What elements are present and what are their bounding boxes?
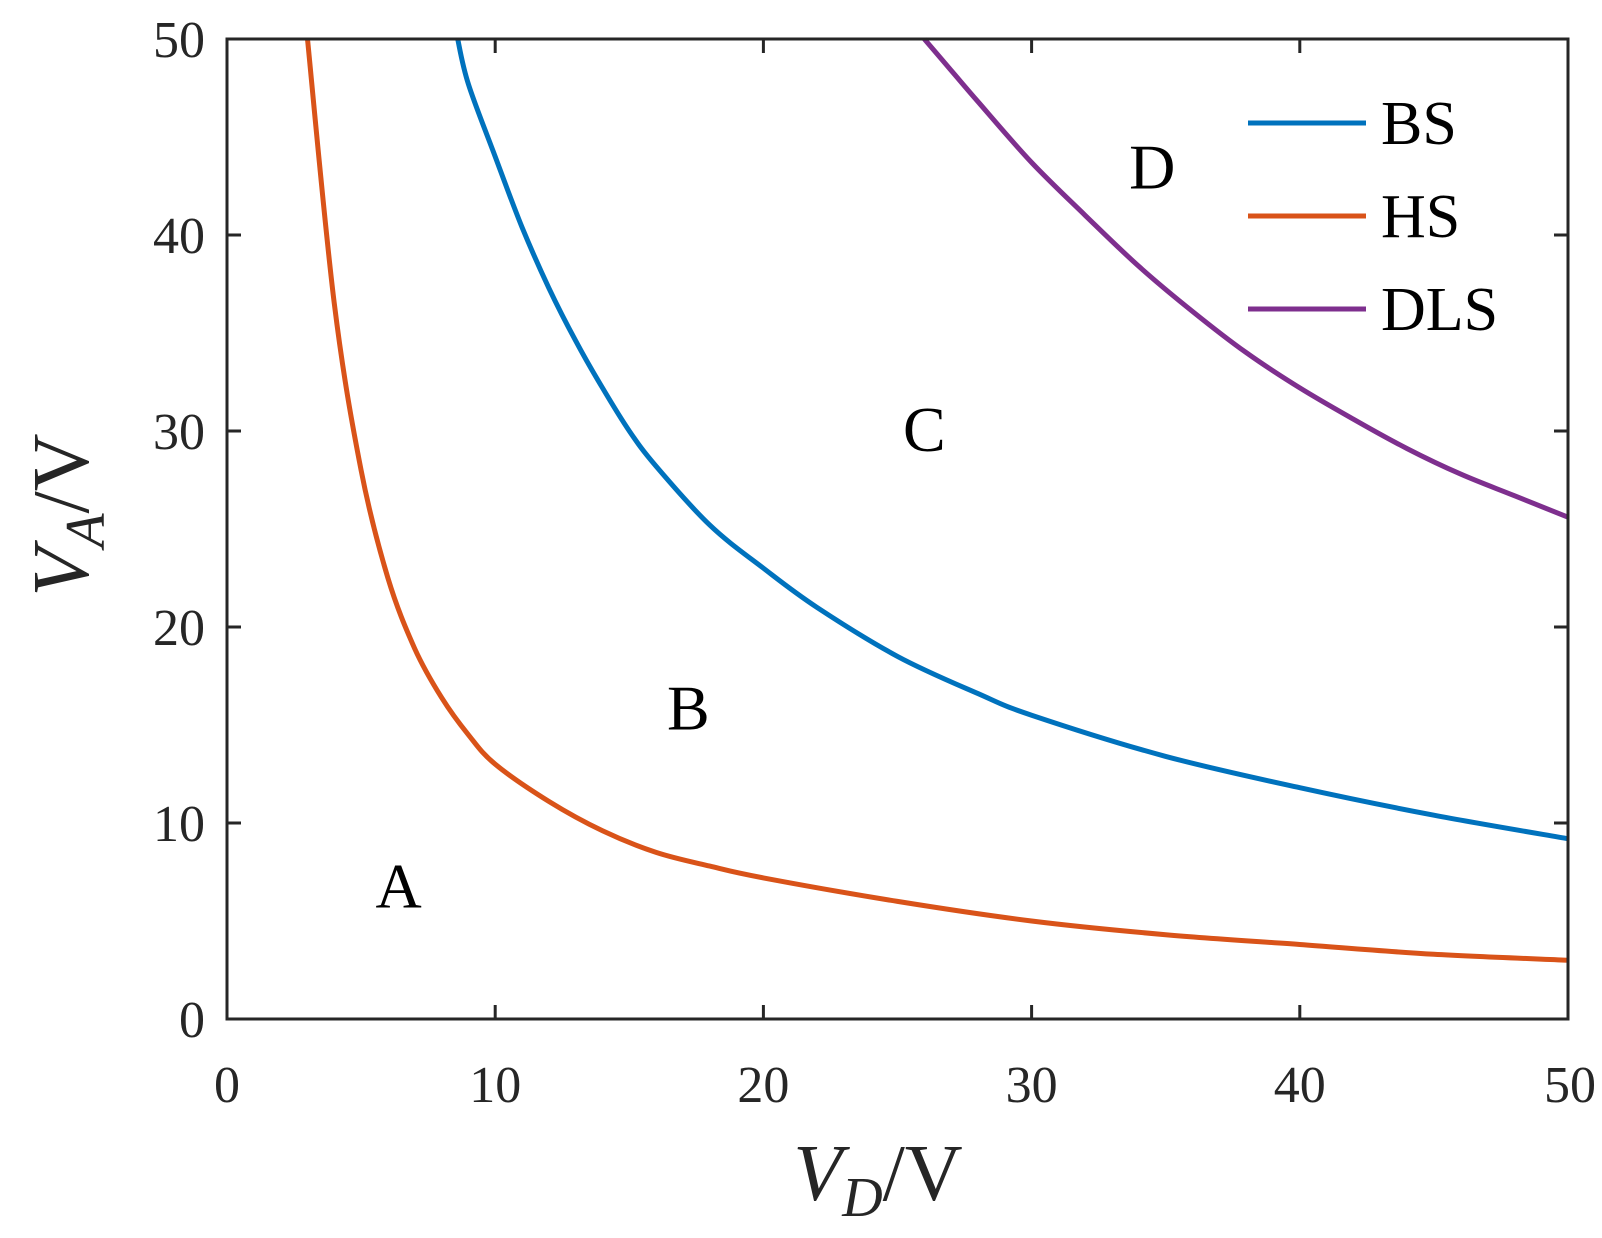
y-tick-label: 30 (153, 404, 205, 461)
x-axis-var: V (793, 1130, 850, 1218)
y-tick-label: 40 (153, 208, 205, 265)
series-line-bs (455, 38, 1569, 842)
legend-label-bs: BS (1381, 90, 1457, 158)
series-line-hs (305, 38, 1569, 963)
region-label-d: D (1129, 131, 1175, 202)
x-axis-sub: D (841, 1167, 882, 1229)
legend-label-hs: HS (1381, 183, 1460, 251)
axis-ticks (225, 37, 1570, 1021)
region-label-c: C (903, 394, 946, 465)
region-label-a: A (376, 851, 422, 922)
y-axis-sub: A (55, 513, 117, 552)
x-tick-label: 40 (1274, 1057, 1326, 1114)
x-tick-label: 0 (214, 1057, 240, 1114)
x-axis-unit: /V (883, 1130, 963, 1218)
region-labels: A B C D (376, 131, 1176, 921)
x-tick-label: 10 (469, 1057, 521, 1114)
y-tick-label: 20 (153, 600, 205, 657)
x-tick-label: 30 (1006, 1057, 1058, 1114)
y-tick-label: 10 (153, 796, 205, 853)
tick-labels: 0 10 20 30 40 50 0 10 20 30 40 50 (153, 12, 1596, 1114)
plot-frame (225, 37, 1570, 1021)
y-axis-title: VA/V (18, 433, 117, 596)
y-axis-unit: /V (18, 433, 106, 513)
y-tick-label: 0 (179, 992, 205, 1049)
x-axis-title: VD/V (793, 1130, 962, 1229)
legend: BS HS DLS (1248, 90, 1498, 344)
y-axis-var: V (18, 540, 106, 597)
legend-label-dls: DLS (1381, 276, 1498, 344)
y-tick-label: 50 (153, 12, 205, 69)
x-tick-label: 20 (737, 1057, 789, 1114)
region-label-b: B (667, 672, 710, 743)
x-tick-label: 50 (1544, 1057, 1596, 1114)
series-curves (305, 37, 1569, 963)
series-line-dls (922, 37, 1569, 520)
